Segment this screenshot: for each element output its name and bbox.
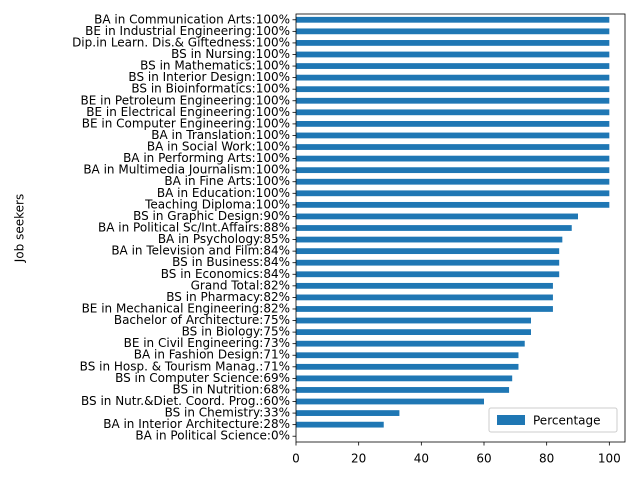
bar (296, 155, 610, 162)
bar (296, 363, 519, 370)
plot-frame (295, 13, 626, 443)
legend-label: Percentage (533, 414, 601, 428)
bar (296, 178, 610, 185)
y-tick-label: BS in Hosp. & Tourism Manag.:71% (80, 359, 290, 373)
y-tick-label: BA in Performing Arts:100% (123, 151, 290, 165)
y-tick-label: BA in Psychology:85% (158, 232, 290, 246)
x-tick-label: 40 (414, 452, 429, 466)
bar (296, 28, 610, 35)
y-tick-label: BS in Nursing:100% (171, 47, 290, 61)
bar (296, 340, 525, 347)
bar (296, 201, 610, 208)
y-tick-label: BS in Economics:84% (161, 267, 290, 281)
bar (296, 282, 553, 289)
bar (296, 40, 610, 46)
bar (296, 410, 400, 416)
y-tick-label: BA in Fine Arts:100% (164, 174, 290, 188)
bar (296, 236, 563, 243)
bar (296, 421, 384, 428)
bar (296, 329, 531, 335)
legend-swatch (497, 415, 525, 425)
bar (296, 398, 484, 405)
y-tick-label: BA in Political Sc/Int.Affairs:88% (98, 221, 290, 235)
y-tick-label: BS in Pharmacy:82% (166, 290, 290, 304)
y-tick-label: BS in Interior Design:100% (128, 70, 290, 84)
y-tick-label: BA in Education:100% (157, 186, 290, 200)
y-tick-label: BS in Bioinformatics:100% (131, 82, 290, 96)
bar (296, 121, 610, 127)
y-tick-label: BS in Graphic Design:90% (133, 209, 290, 223)
y-tick-label: BE in Electrical Engineering:100% (86, 105, 290, 119)
y-tick-label: BA in Political Science:0% (135, 429, 290, 443)
bar (296, 74, 610, 81)
y-tick-label: Dip.in Learn. Dis.& Giftedness:100% (72, 35, 290, 49)
y-tick-label: BS in Nutrition:68% (173, 382, 290, 396)
y-tick-label: BS in Business:84% (172, 255, 290, 269)
x-tick-label: 100 (598, 452, 621, 466)
y-tick-label: BE in Petroleum Engineering:100% (81, 93, 290, 107)
y-tick-label: BE in Industrial Engineering:100% (85, 24, 290, 38)
bar (296, 352, 519, 359)
bar (296, 63, 610, 69)
y-tick-label: BA in Communication Arts:100% (94, 12, 290, 26)
legend-box (488, 407, 618, 433)
bar (296, 109, 610, 116)
y-tick-label: BE in Computer Engineering:100% (82, 116, 290, 130)
bar (296, 97, 610, 104)
y-tick-label: BS in Computer Science:69% (115, 371, 290, 385)
x-tick-label: 60 (476, 452, 491, 466)
y-tick-label: BA in Interior Architecture:28% (103, 417, 290, 431)
bar (296, 51, 610, 58)
x-tick-label: 20 (351, 452, 366, 466)
y-tick-label: Teaching Diploma:100% (144, 197, 290, 211)
bar (296, 213, 578, 220)
bar (296, 317, 531, 324)
y-tick-label: BA in Social Work:100% (147, 140, 290, 154)
y-tick-label: BA in Television and Film:84% (111, 244, 290, 258)
y-tick-label: BS in Biology:75% (182, 325, 290, 339)
bar (296, 375, 513, 382)
y-axis-label: Job seekers (13, 194, 27, 263)
bar (296, 248, 560, 255)
y-tick-label: BA in Translation:100% (151, 128, 290, 142)
bar (296, 86, 610, 93)
bar (296, 294, 553, 301)
bar (296, 132, 610, 139)
bar (296, 306, 553, 312)
bar (296, 271, 560, 278)
y-tick-label: BE in Mechanical Engineering:82% (82, 301, 290, 315)
y-tick-label: BE in Civil Engineering:73% (124, 336, 290, 350)
bar (296, 190, 610, 197)
y-tick-label: Grand Total:82% (191, 278, 290, 292)
y-tick-label: Bachelor of Architecture:75% (114, 313, 290, 327)
y-tick-label: BA in Multimedia Journalism:100% (83, 163, 290, 177)
bar (296, 16, 610, 23)
bar (296, 387, 510, 393)
y-tick-label: BS in Mathematics:100% (140, 59, 290, 73)
y-tick-label: BS in Chemistry:33% (165, 406, 290, 420)
y-tick-label: BS in Nutr.&Diet. Coord. Prog.:60% (81, 394, 290, 408)
bar (296, 225, 572, 231)
y-tick-label: BA in Fashion Design:71% (134, 348, 290, 362)
bar (296, 259, 560, 266)
bar (296, 144, 610, 150)
bar (296, 167, 610, 174)
x-tick-label: 0 (292, 452, 300, 466)
x-tick-label: 80 (539, 452, 554, 466)
